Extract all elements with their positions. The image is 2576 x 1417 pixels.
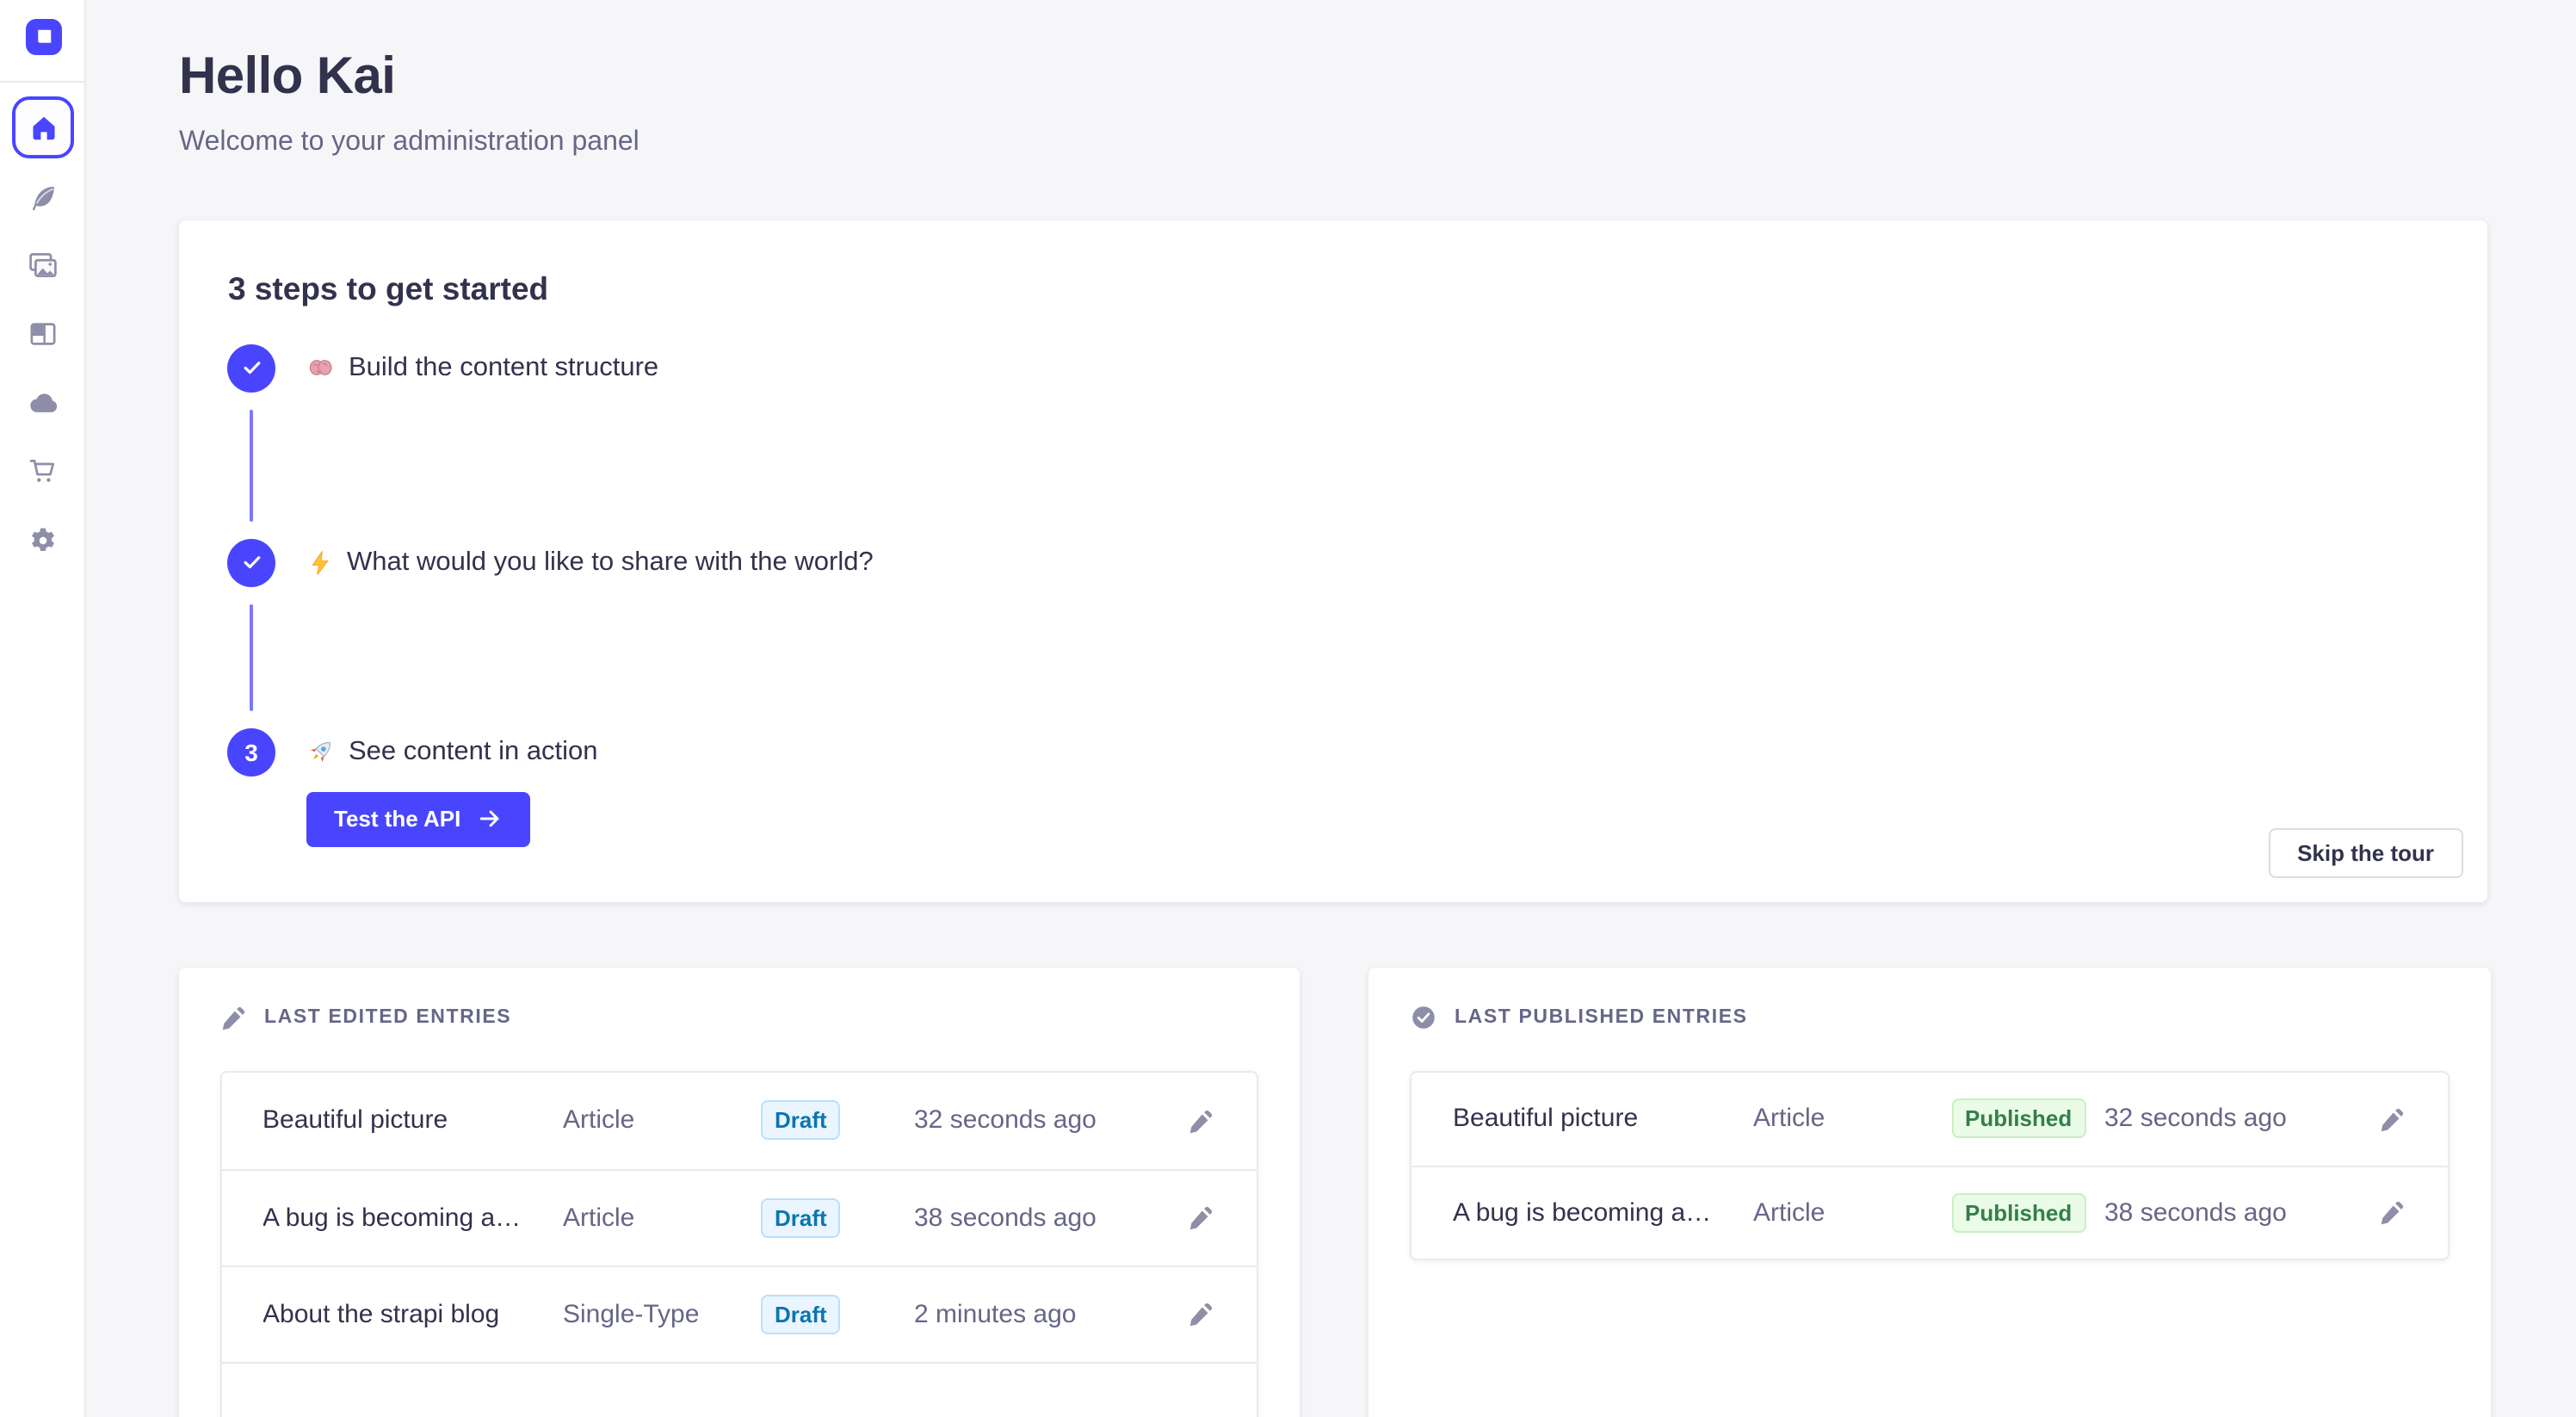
- pencil-icon: [221, 1006, 244, 1030]
- edit-entry-button[interactable]: [2371, 1192, 2412, 1234]
- last-edited-entries-title: LAST EDITED ENTRIES: [264, 1006, 512, 1027]
- gear-icon: [32, 528, 54, 552]
- edit-entry-button[interactable]: [1181, 1293, 1222, 1334]
- test-the-api-button[interactable]: Test the API: [306, 791, 530, 846]
- edit-entry-button[interactable]: [2371, 1098, 2412, 1139]
- check-circle-icon: [1412, 1006, 1435, 1028]
- sidebar-rail: [0, 0, 86, 1417]
- page-subtitle: Welcome to your administration panel: [179, 127, 639, 157]
- strapi-logo-icon: [38, 29, 52, 43]
- edit-entry-button[interactable]: [1181, 1197, 1222, 1238]
- lightning-emoji-icon: [311, 550, 328, 574]
- step-2-label: What would you like to share with the wo…: [347, 547, 874, 576]
- table-row: A bug is becoming a… Article Published 3…: [1412, 1165, 2447, 1258]
- step-2: What would you like to share with the wo…: [306, 541, 874, 583]
- sidebar-item-home[interactable]: [12, 96, 74, 158]
- step-connector: [250, 409, 253, 521]
- last-published-entries-panel: LAST PUBLISHED ENTRIES Beautiful picture…: [1368, 967, 2490, 1417]
- rocket-emoji-icon: [309, 742, 330, 763]
- pencil-icon: [2380, 1108, 2403, 1131]
- entry-type: Article: [563, 1105, 635, 1135]
- pictures-icon: [29, 253, 57, 277]
- check-icon: [243, 362, 260, 374]
- pencil-icon: [1189, 1109, 1213, 1133]
- check-icon: [243, 556, 260, 569]
- step-1: Build the content structure: [306, 347, 658, 388]
- status-badge: Published: [1951, 1098, 2086, 1139]
- status-badge: Published: [1951, 1192, 2086, 1233]
- step-3-number-circle: 3: [227, 727, 275, 776]
- sidebar-item-content-type-builder[interactable]: [21, 312, 65, 356]
- entry-title: Beautiful picture: [1453, 1104, 1639, 1134]
- step-1-label: Build the content structure: [349, 352, 659, 381]
- sidebar-item-settings[interactable]: [21, 518, 65, 563]
- pencil-icon: [2380, 1202, 2403, 1225]
- table-row: Beautiful picture Article Published 32 s…: [1412, 1072, 2447, 1165]
- sidebar-item-marketplace[interactable]: [21, 449, 65, 494]
- last-published-entries-header: LAST PUBLISHED ENTRIES: [1410, 1003, 1748, 1030]
- onboarding-card: 3 steps to get started Build the content…: [178, 220, 2487, 901]
- step-3: See content in action: [306, 731, 598, 772]
- shopping-cart-icon: [29, 460, 55, 482]
- entry-title: A bug is becoming a…: [1453, 1197, 1712, 1228]
- entry-time: 38 seconds ago: [914, 1203, 1096, 1232]
- entry-title: Beautiful picture: [263, 1105, 448, 1135]
- brain-emoji-icon: [308, 360, 331, 375]
- entry-type: Single-Type: [563, 1299, 700, 1328]
- skip-the-tour-button[interactable]: Skip the tour: [2268, 827, 2463, 877]
- pencil-icon: [1189, 1303, 1213, 1327]
- last-published-entries-table: Beautiful picture Article Published 32 s…: [1410, 1070, 2449, 1259]
- last-edited-entries-table: Beautiful picture Article Draft 32 secon…: [219, 1070, 1258, 1417]
- table-row-clipped: [221, 1361, 1257, 1417]
- entry-type: Article: [1753, 1197, 1825, 1228]
- step-2-check-circle: [227, 538, 275, 586]
- table-row: Beautiful picture Article Draft 32 secon…: [221, 1072, 1257, 1168]
- pencil-icon: [1189, 1206, 1213, 1230]
- last-edited-entries-header: LAST EDITED ENTRIES: [219, 1003, 511, 1030]
- feather-icon: [32, 187, 54, 211]
- entry-type: Article: [1753, 1104, 1825, 1134]
- test-the-api-label: Test the API: [334, 806, 461, 832]
- entry-time: 32 seconds ago: [914, 1105, 1096, 1135]
- step-1-check-circle: [227, 343, 275, 392]
- sidebar-item-media-library[interactable]: [21, 243, 65, 288]
- last-published-entries-title: LAST PUBLISHED ENTRIES: [1455, 1006, 1748, 1027]
- layout-icon: [30, 323, 56, 345]
- step-3-number: 3: [244, 738, 258, 765]
- sidebar-item-cloud[interactable]: [21, 381, 65, 425]
- step-3-label: See content in action: [349, 736, 598, 765]
- last-edited-entries-panel: LAST EDITED ENTRIES Beautiful picture Ar…: [178, 967, 1300, 1417]
- sidebar-item-content-manager[interactable]: [21, 176, 65, 220]
- step-connector: [250, 603, 253, 710]
- status-badge: Draft: [761, 1294, 841, 1333]
- status-badge: Draft: [761, 1197, 841, 1237]
- arrow-right-icon: [479, 810, 498, 827]
- onboarding-title: 3 steps to get started: [228, 269, 549, 306]
- edit-entry-button[interactable]: [1181, 1099, 1222, 1141]
- table-row: A bug is becoming a… Article Draft 38 se…: [221, 1168, 1257, 1265]
- entry-time: 38 seconds ago: [2104, 1197, 2287, 1228]
- entry-title: About the strapi blog: [263, 1299, 500, 1328]
- table-row: About the strapi blog Single-Type Draft …: [221, 1265, 1257, 1361]
- entry-time: 32 seconds ago: [2104, 1104, 2287, 1134]
- home-icon: [32, 115, 54, 139]
- status-badge: Draft: [761, 1100, 841, 1140]
- page-title: Hello Kai: [179, 48, 396, 105]
- cloud-icon: [29, 393, 57, 411]
- entry-type: Article: [563, 1203, 635, 1232]
- entry-time: 2 minutes ago: [914, 1299, 1077, 1328]
- sidebar-divider: [0, 81, 84, 83]
- entry-title: A bug is becoming a…: [263, 1203, 522, 1232]
- strapi-logo[interactable]: [26, 19, 62, 55]
